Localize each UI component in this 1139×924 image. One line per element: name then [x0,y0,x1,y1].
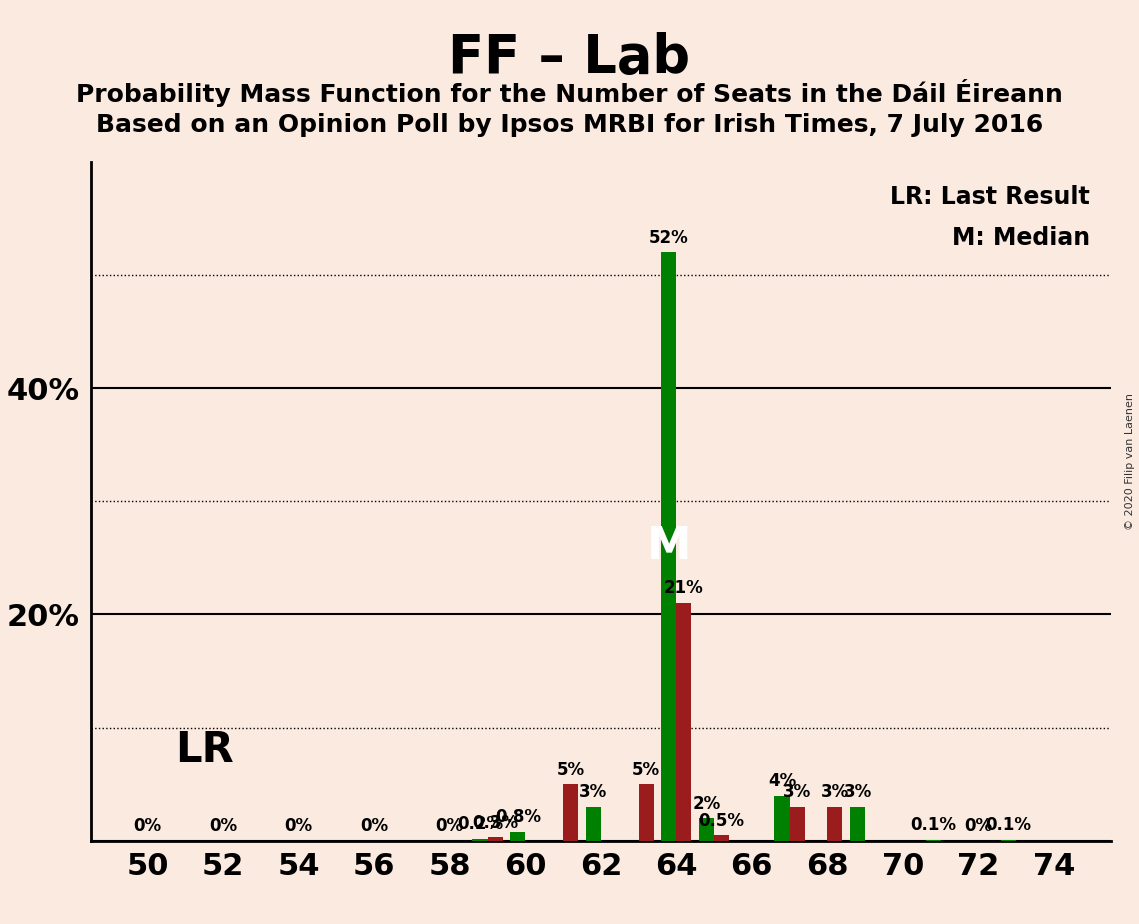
Bar [563,784,579,841]
Text: 3%: 3% [782,784,811,801]
Bar [827,807,843,841]
Text: Based on an Opinion Poll by Ipsos MRBI for Irish Times, 7 July 2016: Based on an Opinion Poll by Ipsos MRBI f… [96,113,1043,137]
Text: FF – Lab: FF – Lab [449,32,690,84]
Text: 0.8%: 0.8% [494,808,541,826]
Text: LR: Last Result: LR: Last Result [891,186,1090,210]
Bar [926,840,941,841]
Text: © 2020 Filip van Laenen: © 2020 Filip van Laenen [1125,394,1134,530]
Text: 0%: 0% [965,817,992,835]
Text: 0%: 0% [133,817,162,835]
Text: 3%: 3% [579,784,607,801]
Text: 5%: 5% [632,760,661,779]
Bar [699,819,714,841]
Text: 0.5%: 0.5% [698,811,745,830]
Text: 52%: 52% [649,228,689,247]
Bar [585,807,600,841]
Text: 0%: 0% [360,817,388,835]
Text: 5%: 5% [557,760,584,779]
Text: M: M [647,525,691,568]
Bar [487,837,502,841]
Bar [850,807,866,841]
Text: 4%: 4% [768,772,796,790]
Text: Probability Mass Function for the Number of Seats in the Dáil Éireann: Probability Mass Function for the Number… [76,79,1063,106]
Text: 0%: 0% [210,817,237,835]
Text: M: Median: M: Median [952,226,1090,250]
Text: 0.2%: 0.2% [457,815,503,833]
Bar [789,807,804,841]
Bar [639,784,654,841]
Bar [662,252,677,841]
Text: 3%: 3% [844,784,871,801]
Text: 21%: 21% [664,579,704,598]
Text: 0%: 0% [285,817,313,835]
Bar [510,832,525,841]
Text: 0.1%: 0.1% [910,816,956,834]
Text: 0.1%: 0.1% [985,816,1032,834]
Text: 0%: 0% [436,817,464,835]
Bar [775,796,789,841]
Bar [714,835,729,841]
Text: LR: LR [175,729,233,772]
Text: 3%: 3% [821,784,849,801]
Text: 0.3%: 0.3% [472,814,518,832]
Text: 2%: 2% [693,795,721,812]
Bar [677,603,691,841]
Bar [473,839,487,841]
Bar [1001,840,1016,841]
